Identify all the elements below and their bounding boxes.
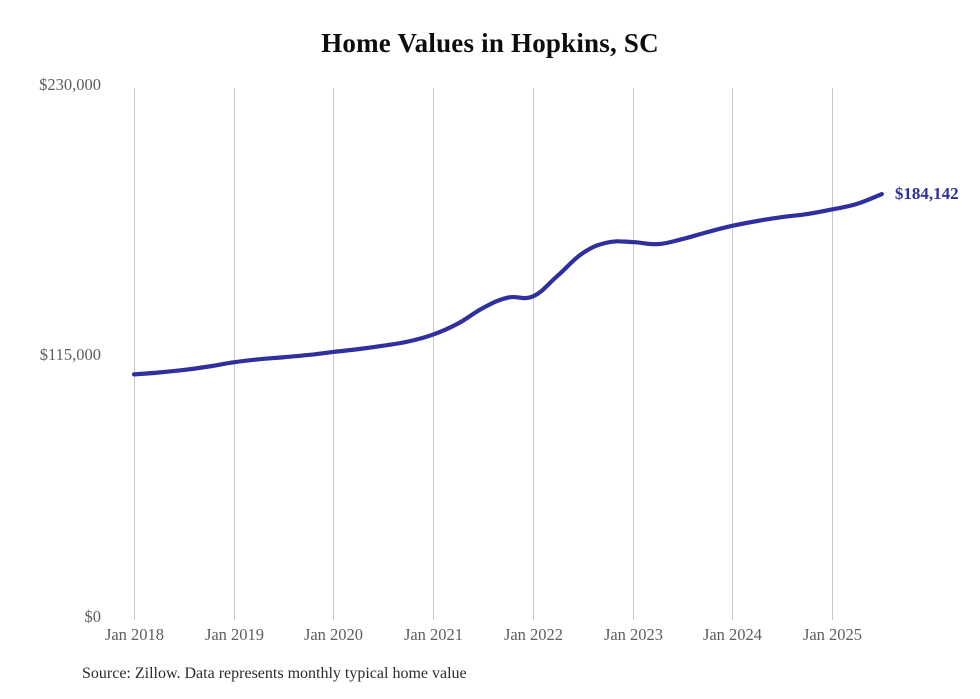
y-axis-tick-labels: $230,000 $115,000 $0 [39, 75, 101, 626]
x-tick-label: Jan 2025 [803, 625, 862, 644]
y-tick-label: $0 [85, 607, 102, 626]
x-tick-label: Jan 2020 [304, 625, 363, 644]
series-group [131, 191, 884, 377]
x-tick-label: Jan 2024 [703, 625, 762, 644]
source-note: Source: Zillow. Data represents monthly … [82, 665, 467, 682]
x-tick-label: Jan 2019 [205, 625, 264, 644]
y-tick-label: $115,000 [40, 345, 101, 364]
series-line-0 [131, 191, 884, 377]
chart-title: Home Values in Hopkins, SC [321, 28, 659, 58]
end-value-label: $184,142 [895, 184, 959, 203]
x-tick-label: Jan 2023 [604, 625, 663, 644]
x-tick-label: Jan 2022 [504, 625, 563, 644]
x-tick-label: Jan 2018 [105, 625, 164, 644]
y-tick-label: $230,000 [39, 75, 101, 94]
x-axis-tick-labels: Jan 2018 Jan 2019 Jan 2020 Jan 2021 Jan 2022… [105, 625, 862, 644]
x-tick-label: Jan 2021 [404, 625, 463, 644]
